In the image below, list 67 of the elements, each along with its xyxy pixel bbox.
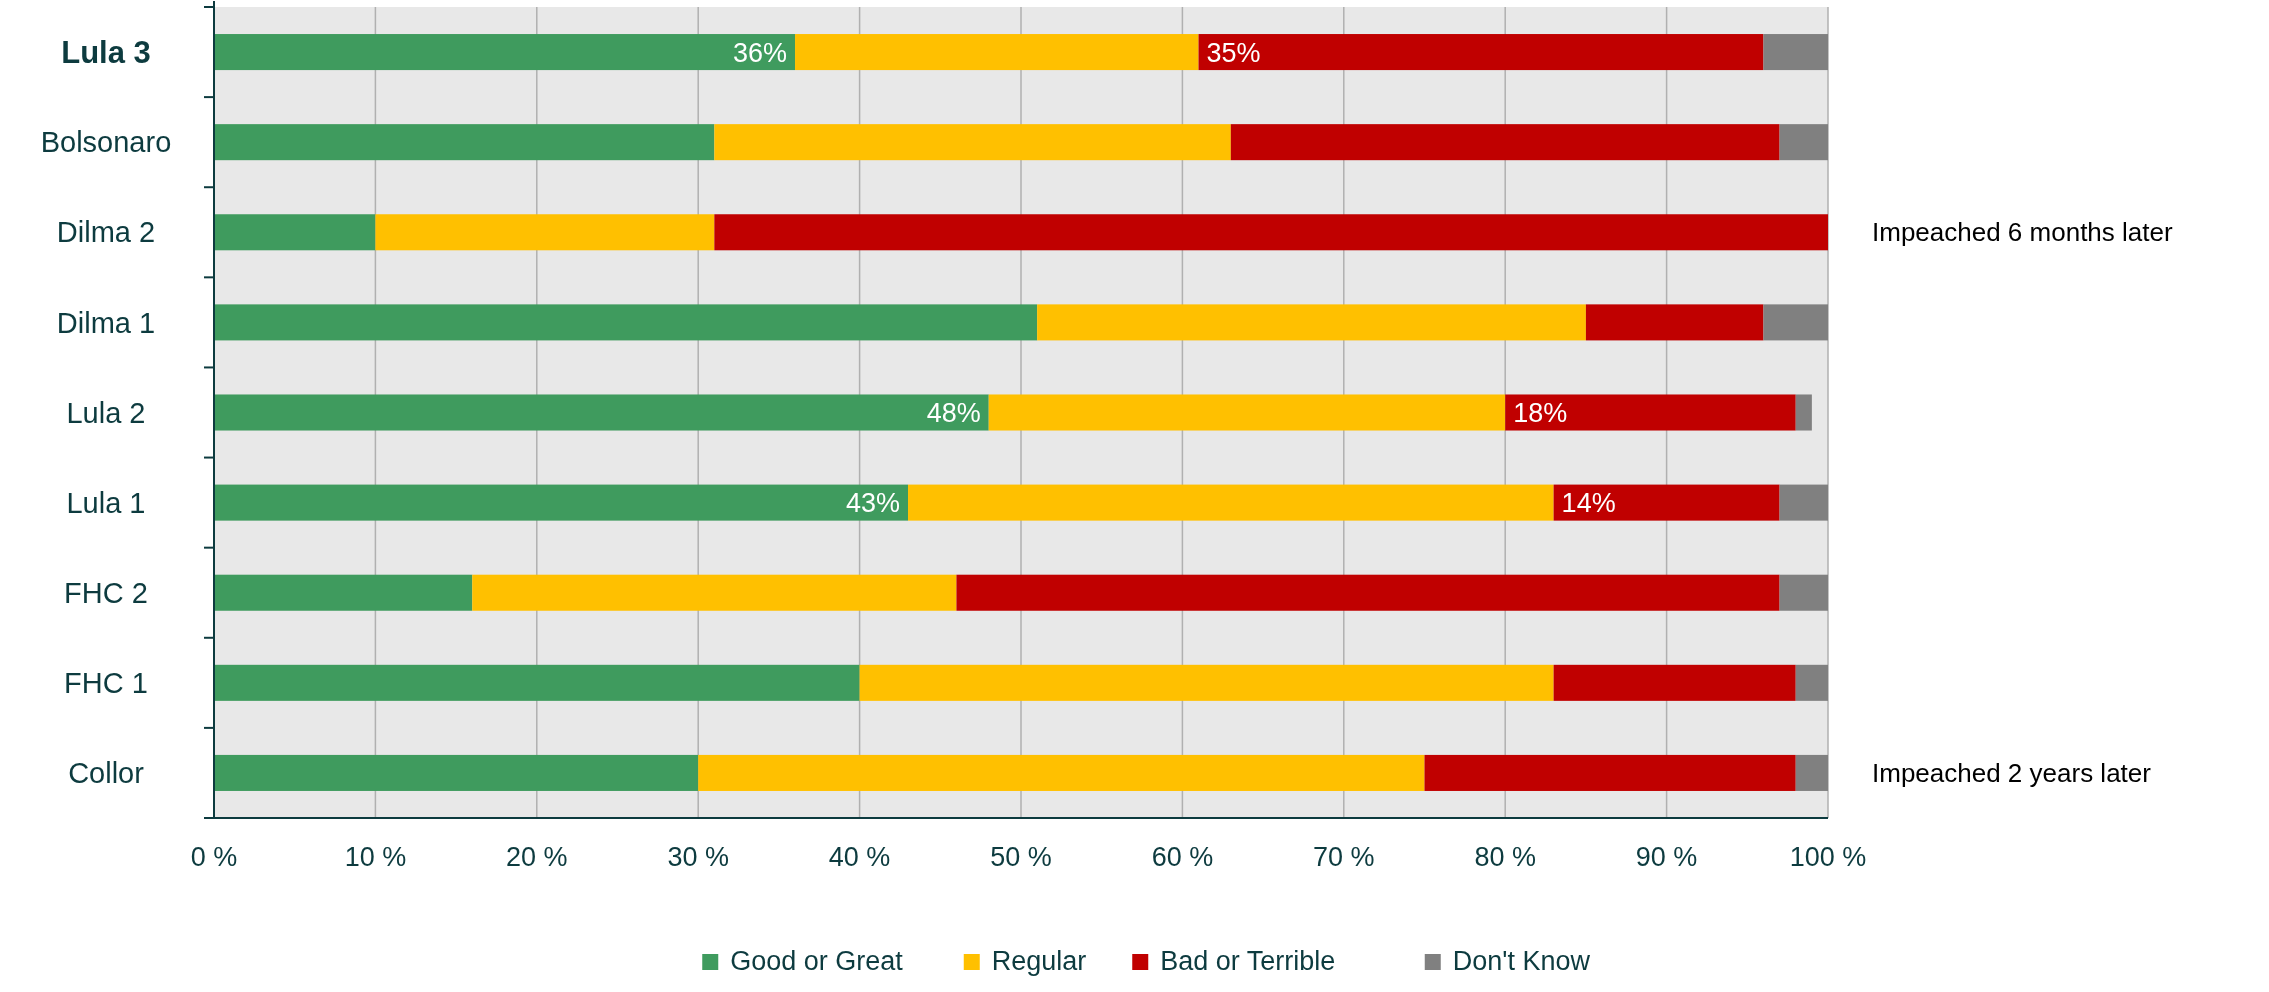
annotation: Impeached 2 years later	[1872, 758, 2152, 789]
x-tick-label: 80 %	[1474, 842, 1536, 872]
x-tick-label: 40 %	[828, 842, 891, 872]
y-tick-label: Dilma 1	[56, 306, 156, 339]
y-tick-label: Dilma 2	[56, 216, 156, 249]
bar	[1553, 664, 1796, 701]
bar	[1037, 304, 1586, 341]
x-tick-label: 0 %	[190, 842, 238, 872]
y-tick-label: Lula 2	[66, 396, 146, 429]
legend-label: Good or Great	[730, 946, 904, 976]
x-tick-label: 60 %	[1151, 842, 1214, 872]
legend-label: Regular	[991, 946, 1087, 976]
bar	[859, 664, 1554, 701]
bar	[214, 574, 473, 611]
x-tick-label: 100 %	[1789, 842, 1867, 872]
bar	[1779, 574, 1828, 611]
y-tick-label: Bolsonaro	[40, 126, 172, 159]
data-label: 14%	[1561, 488, 1616, 519]
bar	[1553, 484, 1780, 521]
bar	[1763, 34, 1828, 71]
bar	[214, 394, 989, 431]
bar	[214, 304, 1038, 341]
bar	[956, 574, 1780, 611]
x-tick-label: 90 %	[1635, 842, 1698, 872]
bar	[795, 34, 1199, 71]
bar	[1505, 394, 1796, 431]
bar	[1230, 124, 1780, 161]
y-tick-label: FHC 1	[64, 666, 148, 699]
x-tick-label: 30 %	[667, 842, 729, 872]
bar	[908, 484, 1554, 521]
bar	[1198, 34, 1764, 71]
bar	[214, 484, 909, 521]
bar	[214, 664, 860, 701]
annotation: Impeached 6 months later	[1872, 217, 2173, 248]
legend-label: Don't Know	[1452, 946, 1591, 976]
bar	[1795, 394, 1812, 431]
data-label: 35%	[1206, 37, 1261, 68]
bar	[472, 574, 957, 611]
data-label: 43%	[845, 488, 901, 519]
y-tick-label: Collor	[68, 757, 145, 790]
x-tick-label: 20 %	[506, 842, 568, 872]
bar	[1795, 754, 1828, 791]
bar	[714, 124, 1231, 161]
legend-label: Bad or Terrible	[1160, 946, 1336, 976]
y-tick-label: FHC 2	[64, 576, 148, 609]
x-tick-label: 50 %	[990, 842, 1052, 872]
data-label: 36%	[732, 37, 788, 68]
bar	[214, 214, 376, 251]
bar	[375, 214, 715, 251]
bar	[1763, 304, 1828, 341]
bar	[214, 124, 715, 161]
bar	[714, 214, 1828, 251]
bar	[1424, 754, 1796, 791]
bar	[214, 754, 699, 791]
bar	[1779, 484, 1828, 521]
bar	[214, 34, 796, 71]
x-tick-label: 70 %	[1313, 842, 1375, 872]
bar	[1779, 124, 1828, 161]
x-tick-label: 10 %	[344, 842, 407, 872]
data-label: 18%	[1513, 397, 1568, 428]
bar	[988, 394, 1506, 431]
data-label: 48%	[926, 397, 981, 428]
y-tick-label: Lula 3	[61, 34, 151, 70]
bar	[1585, 304, 1764, 341]
y-tick-label: Lula 1	[66, 486, 146, 519]
bar	[698, 754, 1425, 791]
bar	[1795, 664, 1828, 701]
